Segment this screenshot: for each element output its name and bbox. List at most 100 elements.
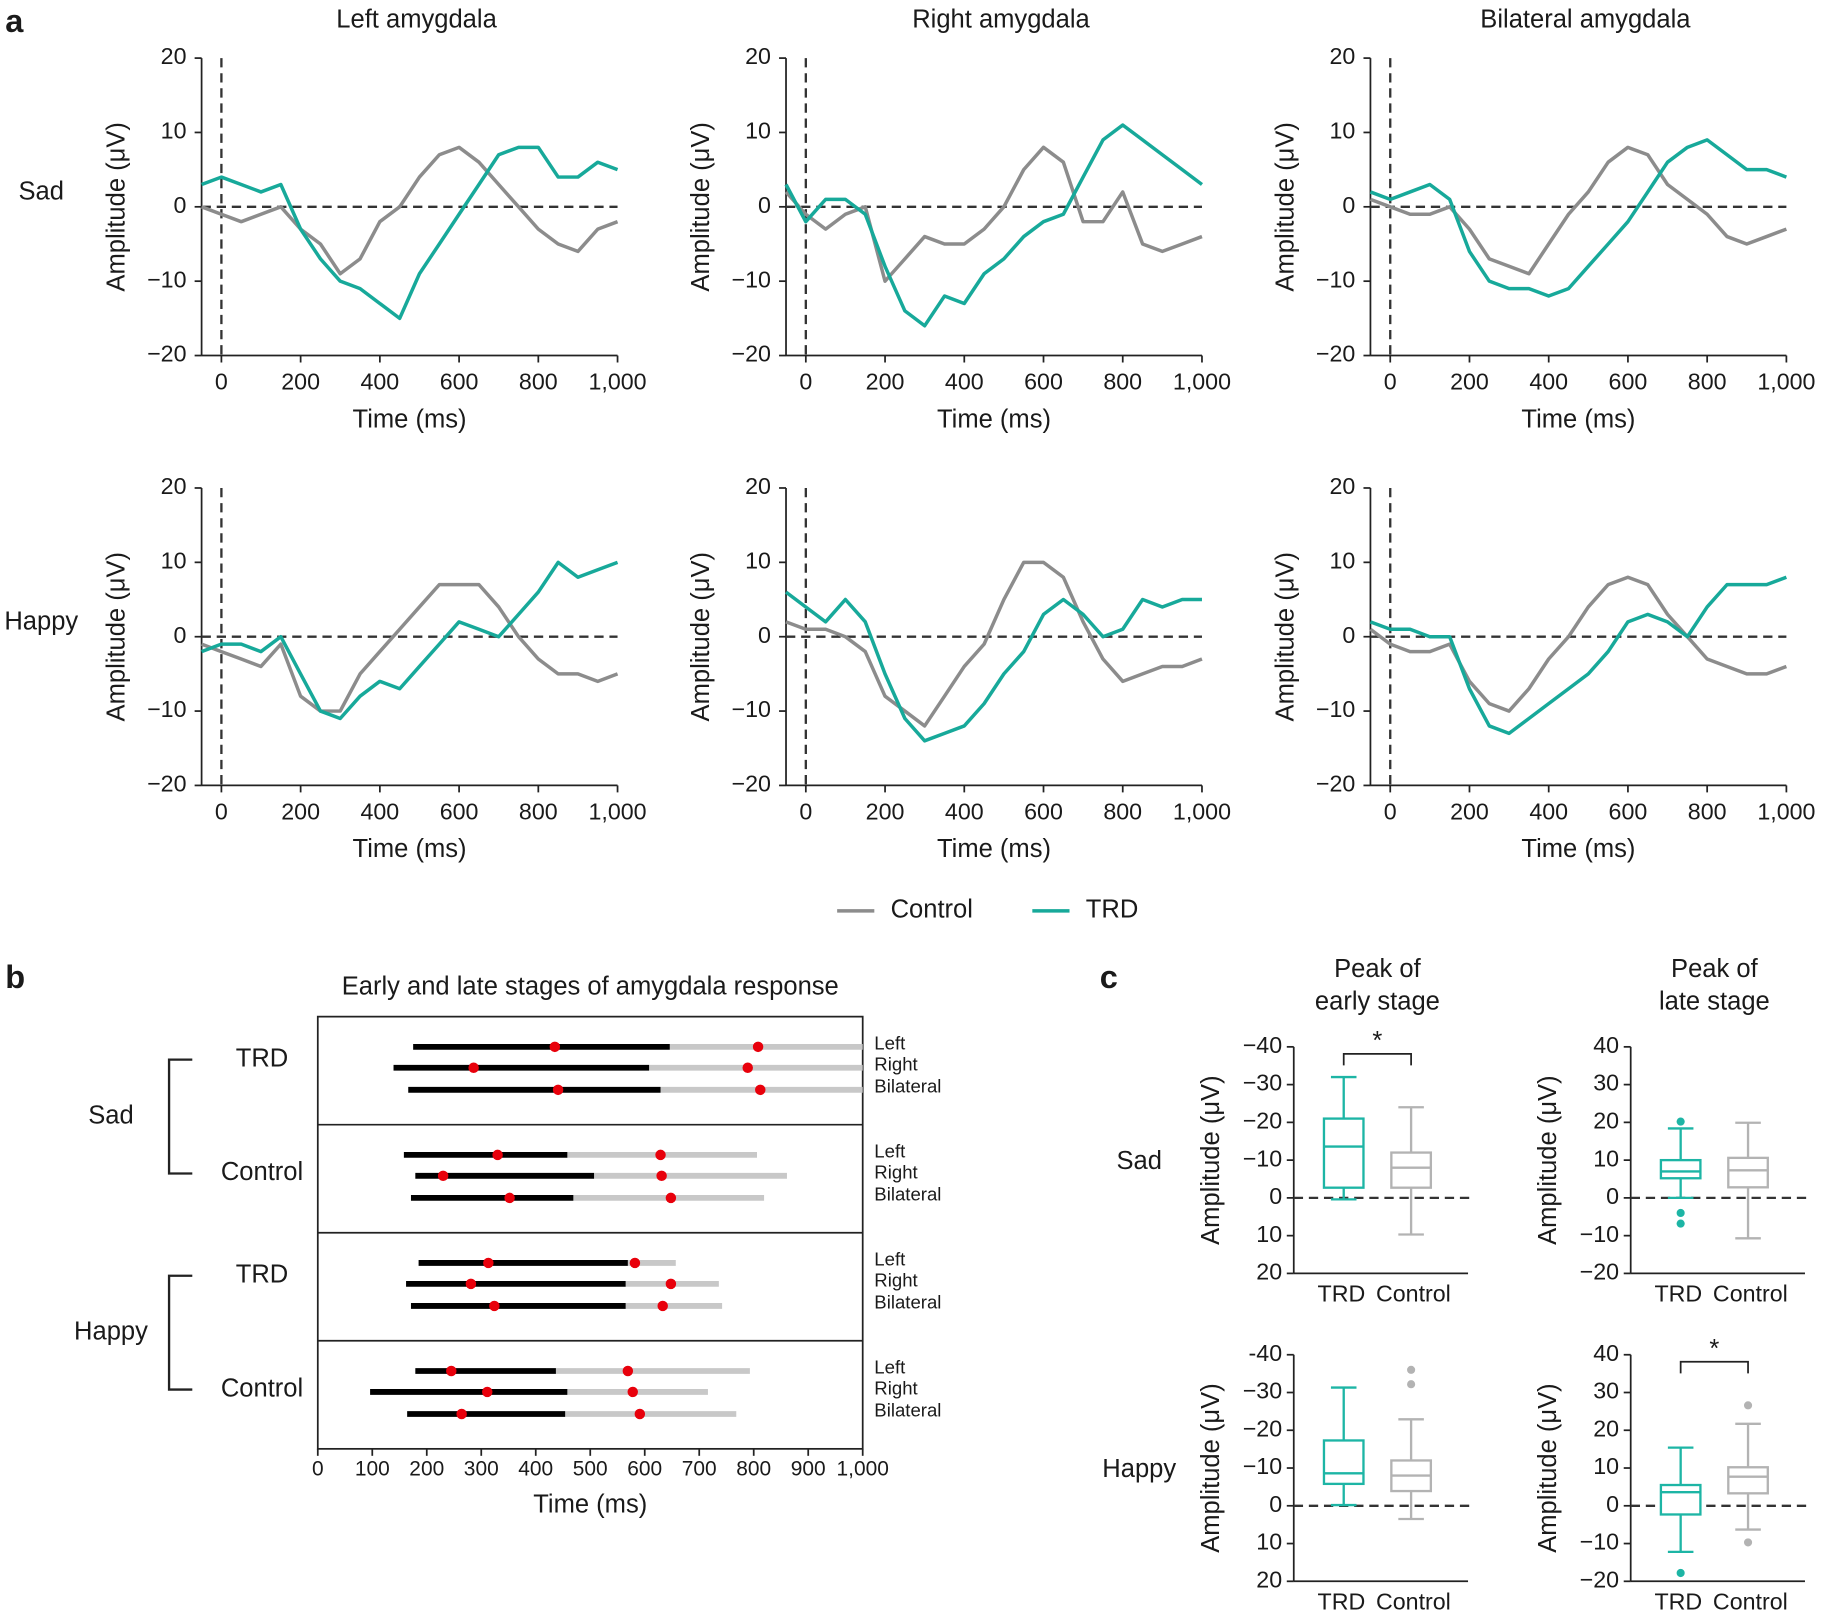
- y-tick-label: −10: [732, 266, 771, 292]
- significance-star: *: [1709, 1335, 1719, 1363]
- subgroup-label: TRD: [236, 1044, 289, 1072]
- row-label: Left: [874, 1140, 906, 1161]
- early-peak: [549, 1041, 561, 1053]
- y-tick-label: 20: [1593, 1415, 1619, 1441]
- x-tick-label: 600: [1024, 798, 1063, 824]
- group-label: Happy: [74, 1317, 148, 1345]
- y-tick-label: 40: [1593, 1340, 1619, 1366]
- y-tick-label: 0: [758, 192, 771, 218]
- x-tick-label: 1,000: [837, 1457, 889, 1480]
- x-tick-label: 300: [464, 1457, 499, 1480]
- x-axis-label: Time (ms): [353, 835, 467, 863]
- outlier: [1676, 1219, 1685, 1228]
- y-axis-label: Amplitude (μV): [1534, 1383, 1562, 1552]
- x-tick-label: 1,000: [1173, 369, 1231, 395]
- series-line: [784, 145, 1203, 283]
- series-line: [1369, 575, 1788, 713]
- y-tick-label: 10: [1256, 1529, 1282, 1555]
- row-label: Bilateral: [874, 1292, 941, 1313]
- y-tick-label: 10: [1593, 1145, 1619, 1171]
- y-tick-label: 0: [1269, 1491, 1282, 1517]
- x-tick-label: 1,000: [588, 798, 646, 824]
- category-label: TRD: [1318, 1589, 1366, 1615]
- early-peak: [465, 1278, 477, 1290]
- row-label: Right: [874, 1161, 918, 1182]
- x-tick-label: 1,000: [1173, 798, 1231, 824]
- row-label: Left: [874, 1032, 906, 1053]
- chart-title: Left amygdala: [336, 6, 497, 34]
- x-tick-label: 600: [440, 798, 479, 824]
- category-label: Control: [1376, 1281, 1451, 1307]
- late-peak: [665, 1278, 677, 1290]
- row-label: Right: [874, 1053, 918, 1074]
- chart-title: Early and late stages of amygdala respon…: [342, 972, 839, 1000]
- chart-title: early stage: [1315, 987, 1440, 1015]
- category-label: Control: [1376, 1589, 1451, 1615]
- early-peak: [492, 1149, 503, 1161]
- x-tick-label: 600: [440, 369, 479, 395]
- category-label: TRD: [1654, 1281, 1702, 1307]
- x-tick-label: 1,000: [1757, 798, 1815, 824]
- category-label: TRD: [1318, 1281, 1366, 1307]
- y-tick-label: −10: [1580, 1221, 1619, 1247]
- late-peak: [629, 1257, 641, 1269]
- x-tick-label: 800: [1103, 369, 1142, 395]
- box: [1727, 1466, 1769, 1495]
- x-tick-label: 900: [791, 1457, 826, 1480]
- series-line: [1369, 138, 1788, 298]
- x-tick-label: 500: [573, 1457, 608, 1480]
- x-tick-label: 400: [945, 798, 984, 824]
- late-peak: [655, 1149, 666, 1161]
- subgroup-label: TRD: [236, 1260, 289, 1288]
- x-tick-label: 0: [1384, 369, 1397, 395]
- y-tick-label: −10: [147, 266, 186, 292]
- y-tick-label: 0: [1342, 622, 1355, 648]
- early-peak: [456, 1408, 467, 1420]
- y-tick-label: 20: [1256, 1566, 1282, 1592]
- late-peak: [657, 1300, 668, 1312]
- row-label: Left: [874, 1357, 906, 1378]
- late-peak: [656, 1170, 667, 1182]
- y-tick-label: −30: [1243, 1070, 1282, 1096]
- box: [1727, 1156, 1769, 1189]
- x-tick-label: 200: [1450, 798, 1489, 824]
- y-tick-label: 0: [1269, 1183, 1282, 1209]
- y-tick-label: 0: [1606, 1183, 1619, 1209]
- y-axis-label: Amplitude (μV): [1197, 1383, 1225, 1552]
- y-tick-label: 40: [1593, 1032, 1619, 1058]
- x-tick-label: 1,000: [1757, 369, 1815, 395]
- legend-label: TRD: [1086, 896, 1139, 924]
- group-label: Sad: [88, 1101, 133, 1129]
- y-tick-label: −10: [1316, 696, 1355, 722]
- series-line: [200, 145, 619, 276]
- legend-label: Control: [891, 896, 973, 924]
- y-tick-label: 20: [745, 43, 771, 69]
- y-tick-label: −20: [1243, 1108, 1282, 1134]
- row-label: Bilateral: [874, 1075, 941, 1096]
- x-tick-label: 800: [736, 1457, 771, 1480]
- y-tick-label: 10: [745, 547, 771, 573]
- category-label: Control: [1713, 1589, 1788, 1615]
- x-tick-label: 0: [799, 798, 812, 824]
- late-peak: [742, 1062, 753, 1073]
- series-line: [1369, 575, 1788, 736]
- subgroup-label: Control: [221, 1158, 303, 1186]
- outlier: [1676, 1208, 1685, 1218]
- x-tick-label: 800: [519, 798, 558, 824]
- x-tick-label: 600: [627, 1457, 662, 1480]
- y-tick-label: 10: [1256, 1221, 1282, 1247]
- y-axis-label: Amplitude (μV): [1272, 552, 1300, 721]
- x-tick-label: 200: [1450, 369, 1489, 395]
- chart-title: Right amygdala: [912, 6, 1090, 34]
- outlier: [1676, 1117, 1685, 1126]
- y-tick-label: 0: [174, 622, 187, 648]
- early-peak: [482, 1386, 493, 1398]
- y-tick-label: −20: [1580, 1566, 1619, 1592]
- box: [1659, 1158, 1702, 1180]
- x-axis-label: Time (ms): [1521, 835, 1635, 863]
- outlier: [1743, 1538, 1753, 1547]
- row-label: Left: [874, 1249, 906, 1270]
- x-tick-label: 200: [281, 798, 320, 824]
- y-tick-label: 30: [1593, 1378, 1619, 1404]
